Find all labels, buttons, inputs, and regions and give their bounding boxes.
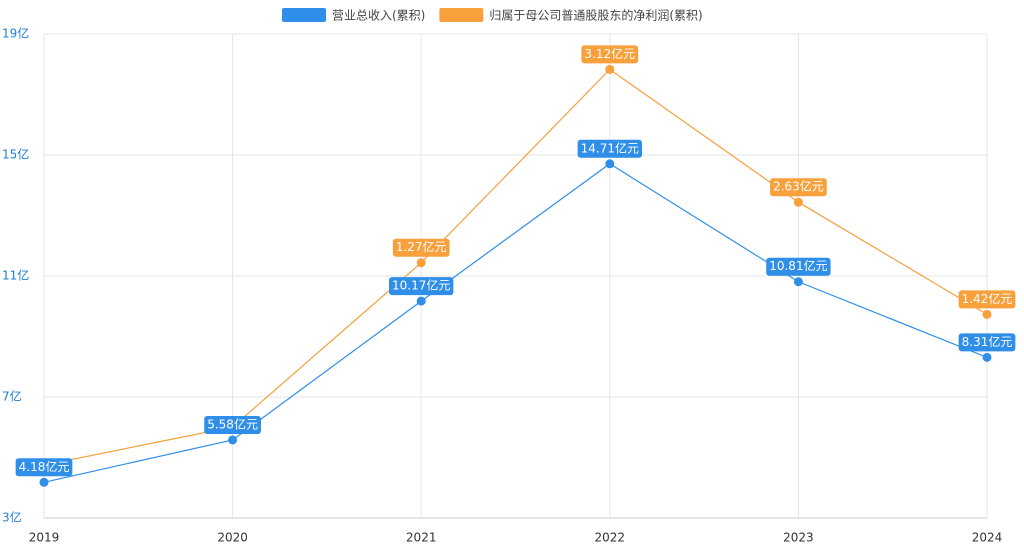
data-label-text: 1.27亿元 [396, 239, 447, 254]
data-label-text: 14.71亿元 [581, 140, 639, 155]
data-label: 4.18亿元 [15, 458, 73, 477]
data-label: 8.31亿元 [958, 333, 1016, 352]
data-label: 1.42亿元 [958, 290, 1016, 309]
y-tick-label: 15亿 [2, 147, 29, 162]
data-label-text: 10.81亿元 [769, 258, 827, 273]
line [43, 68, 988, 466]
data-label-text: 1.42亿元 [962, 291, 1013, 306]
data-label-text: 10.17亿元 [392, 278, 450, 293]
x-tick-label: 2020 [217, 531, 248, 545]
y-tick-label: 19亿 [2, 26, 29, 41]
data-label: 3.12亿元 [581, 45, 639, 64]
data-label: 2.63亿元 [770, 178, 827, 197]
legend-label: 归属于母公司普通股股东的净利润(累积) [489, 8, 702, 23]
y-tick-label: 11亿 [2, 268, 29, 283]
x-tick-label: 2019 [29, 531, 60, 545]
data-label-text: 4.18亿元 [19, 459, 70, 474]
data-label: 14.71亿元 [577, 139, 642, 158]
point [39, 477, 49, 487]
point [605, 159, 615, 169]
x-tick-label: 2024 [972, 531, 1003, 545]
point [793, 277, 803, 287]
data-label-box [581, 45, 639, 64]
point [416, 258, 426, 268]
data-label-text: 5.58亿元 [207, 416, 258, 431]
point [416, 296, 426, 306]
point [793, 197, 803, 207]
data-label-box [15, 458, 73, 477]
data-label: 5.58亿元 [204, 415, 261, 434]
data-label-box [389, 277, 454, 296]
data-label-box [958, 333, 1016, 352]
point [982, 352, 992, 362]
point [605, 64, 615, 74]
data-label-box [577, 139, 642, 158]
data-label-box [770, 178, 827, 197]
y-tick-label: 7亿 [2, 389, 22, 404]
data-label-box [204, 415, 261, 434]
point [228, 435, 238, 445]
legend-label: 营业总收入(累积) [332, 9, 425, 23]
x-tick-label: 2022 [595, 531, 626, 545]
y-tick-label: 3亿 [2, 510, 22, 525]
data-label-box [392, 238, 450, 257]
line [43, 163, 988, 483]
data-label-text: 2.63亿元 [773, 179, 824, 194]
legend-swatch [282, 8, 326, 22]
x-tick-label: 2021 [406, 531, 437, 545]
data-label-text: 8.31亿元 [962, 334, 1013, 349]
data-label-box [958, 290, 1016, 309]
data-label: 10.17亿元 [389, 277, 454, 296]
data-label-text: 3.12亿元 [584, 46, 635, 61]
point [982, 309, 992, 319]
legend-swatch [439, 8, 484, 22]
x-tick-label: 2023 [783, 531, 814, 545]
data-label: 10.81亿元 [766, 257, 831, 276]
data-label: 1.27亿元 [392, 238, 450, 257]
data-label-box [766, 257, 831, 276]
